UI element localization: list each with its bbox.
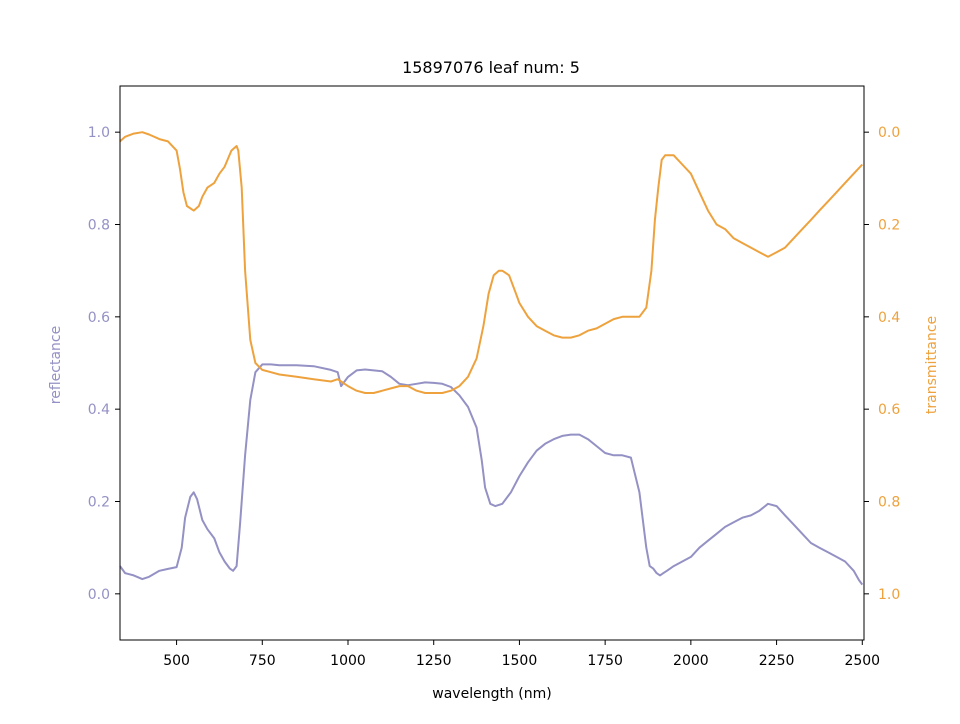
x-tick-label: 2500 [844,653,880,669]
x-tick-label: 1000 [330,653,366,669]
x-tick-label: 500 [163,653,190,669]
y-left-tick-label: 0.4 [88,402,110,418]
y-left-tick-label: 0.0 [88,587,110,603]
x-axis: 500 750 1000 1250 1500 1750 2000 2250 2500 [163,640,880,669]
x-axis-label: wavelength (nm) [432,686,551,702]
x-tick-label: 1250 [416,653,452,669]
y-left-tick-label: 1.0 [88,125,110,141]
y-right-tick-label: 0.6 [878,402,900,418]
y-right-tick-label: 0.0 [878,125,900,141]
y-left-tick-label: 0.6 [88,310,110,326]
y-left-tick-label: 0.8 [88,218,110,234]
transmittance-line [119,131,864,394]
x-tick-label: 1750 [587,653,623,669]
x-tick-label: 1500 [502,653,538,669]
y-axis-left-label: reflectance [48,326,64,404]
y-right-tick-label: 0.4 [878,310,900,326]
x-tick-label: 2000 [673,653,709,669]
x-tick-label: 750 [249,653,276,669]
x-tick-label: 2250 [759,653,795,669]
y-right-tick-label: 0.8 [878,495,900,511]
plot-area [119,85,865,641]
y-left-tick-label: 0.2 [88,495,110,511]
plot-frame [119,85,865,641]
y-axis-right-label: transmittance [924,316,940,414]
y-right-tick-label: 0.2 [878,218,900,234]
chart-title: 15897076 leaf num: 5 [402,58,580,77]
reflectance-line [119,363,864,586]
y-right-tick-label: 1.0 [878,587,900,603]
y-axis-right: 0.0 0.2 0.4 0.6 0.8 1.0 [864,125,900,603]
series-lines [119,131,864,586]
y-axis-left: 0.0 0.2 0.4 0.6 0.8 1.0 [88,125,120,603]
